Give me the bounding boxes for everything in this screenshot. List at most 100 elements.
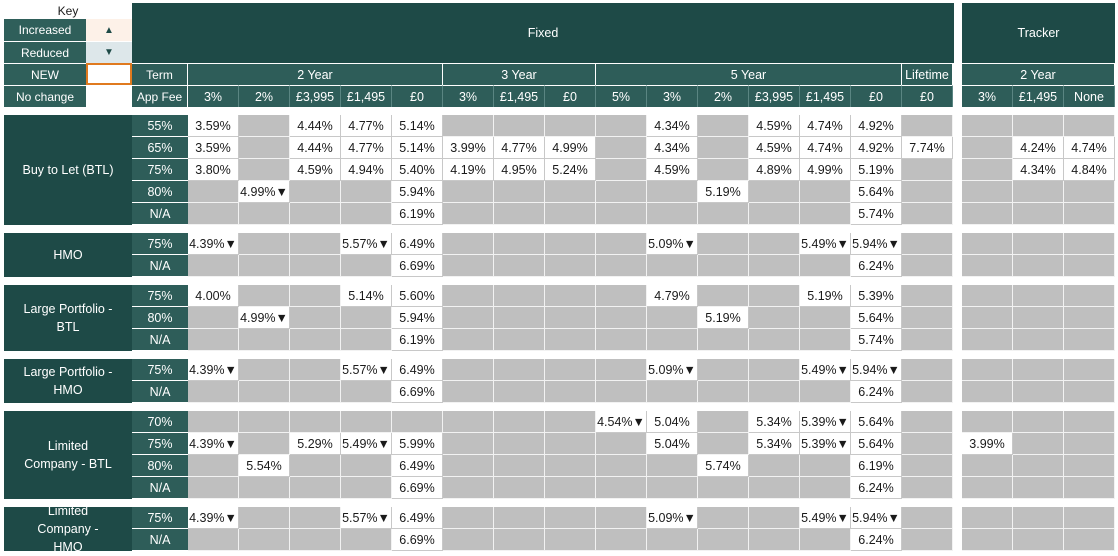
rate-cell: 6.19% — [392, 329, 443, 351]
empty-cell — [800, 255, 851, 277]
empty-cell — [902, 307, 953, 329]
empty-cell — [443, 433, 494, 455]
empty-cell — [494, 507, 545, 529]
empty-cell — [596, 329, 647, 351]
app-fee-header: £3,995 — [749, 85, 800, 107]
rate-cell: 5.94% — [392, 181, 443, 203]
empty-cell — [596, 159, 647, 181]
empty-cell — [1064, 411, 1115, 433]
rate-cell: 5.14% — [341, 285, 392, 307]
app-fee-header: £3,995 — [290, 85, 341, 107]
empty-cell — [962, 381, 1013, 403]
empty-cell — [800, 477, 851, 499]
empty-cell — [962, 159, 1013, 181]
rate-cell: 5.99% — [392, 433, 443, 455]
empty-cell — [494, 233, 545, 255]
empty-cell — [341, 329, 392, 351]
ltv-label: 80% — [132, 181, 188, 203]
empty-cell — [749, 529, 800, 551]
empty-cell — [1064, 507, 1115, 529]
empty-cell — [341, 477, 392, 499]
empty-cell — [443, 307, 494, 329]
empty-cell — [1064, 233, 1115, 255]
empty-cell — [1064, 455, 1115, 477]
empty-cell — [962, 329, 1013, 351]
empty-cell — [596, 433, 647, 455]
empty-cell — [1013, 381, 1064, 403]
empty-cell — [494, 307, 545, 329]
empty-cell — [800, 181, 851, 203]
app-fee-header: 3% — [188, 85, 239, 107]
rate-cell: 5.24% — [545, 159, 596, 181]
empty-cell — [596, 115, 647, 137]
empty-cell — [698, 507, 749, 529]
empty-cell — [290, 307, 341, 329]
app-fee-header: £1,495 — [341, 85, 392, 107]
rate-cell: 4.74% — [1064, 137, 1115, 159]
empty-cell — [188, 529, 239, 551]
empty-cell — [1013, 307, 1064, 329]
empty-cell — [698, 477, 749, 499]
rate-cell: 5.64% — [851, 307, 902, 329]
empty-cell — [545, 359, 596, 381]
rate-cell: 4.84% — [1064, 159, 1115, 181]
empty-cell — [962, 455, 1013, 477]
empty-cell — [443, 233, 494, 255]
rate-cell: 4.00% — [188, 285, 239, 307]
product-name: Large Portfolio - BTL — [4, 285, 132, 351]
empty-cell — [1013, 255, 1064, 277]
empty-cell — [749, 285, 800, 307]
empty-cell — [290, 411, 341, 433]
empty-cell — [545, 285, 596, 307]
empty-cell — [596, 477, 647, 499]
app-fee-header: 5% — [596, 85, 647, 107]
empty-cell — [1013, 285, 1064, 307]
fixed-header: Fixed — [132, 3, 954, 63]
rate-cell: 5.94%▼ — [851, 507, 902, 529]
empty-cell — [188, 203, 239, 225]
term-group-header: 5 Year — [596, 63, 902, 85]
empty-cell — [494, 115, 545, 137]
ltv-label: N/A — [132, 529, 188, 551]
empty-cell — [290, 381, 341, 403]
rate-cell: 4.39%▼ — [188, 507, 239, 529]
empty-cell — [902, 433, 953, 455]
empty-cell — [596, 529, 647, 551]
empty-cell — [443, 203, 494, 225]
empty-cell — [902, 529, 953, 551]
empty-cell — [290, 455, 341, 477]
empty-cell — [1013, 203, 1064, 225]
rate-cell: 4.92% — [851, 115, 902, 137]
empty-cell — [239, 507, 290, 529]
empty-cell — [290, 329, 341, 351]
empty-cell — [1013, 433, 1064, 455]
empty-cell — [962, 507, 1013, 529]
empty-cell — [290, 181, 341, 203]
rate-cell: 4.34% — [647, 137, 698, 159]
empty-cell — [341, 181, 392, 203]
empty-cell — [443, 285, 494, 307]
empty-cell — [1064, 477, 1115, 499]
rate-cell: 6.24% — [851, 255, 902, 277]
rate-cell: 5.04% — [647, 411, 698, 433]
empty-cell — [962, 285, 1013, 307]
rate-cell: 6.69% — [392, 529, 443, 551]
empty-cell — [341, 307, 392, 329]
empty-cell — [392, 411, 443, 433]
empty-cell — [800, 455, 851, 477]
rate-cell: 5.64% — [851, 181, 902, 203]
app-fee-label: App Fee — [132, 85, 188, 107]
empty-cell — [1064, 285, 1115, 307]
term-label: Term — [132, 63, 188, 85]
empty-cell — [443, 477, 494, 499]
empty-cell — [596, 307, 647, 329]
ltv-label: 75% — [132, 359, 188, 381]
empty-cell — [545, 507, 596, 529]
rate-cell: 5.19% — [698, 307, 749, 329]
empty-cell — [188, 477, 239, 499]
empty-cell — [545, 455, 596, 477]
rate-cell: 3.59% — [188, 115, 239, 137]
empty-cell — [647, 455, 698, 477]
empty-cell — [290, 359, 341, 381]
empty-cell — [647, 381, 698, 403]
